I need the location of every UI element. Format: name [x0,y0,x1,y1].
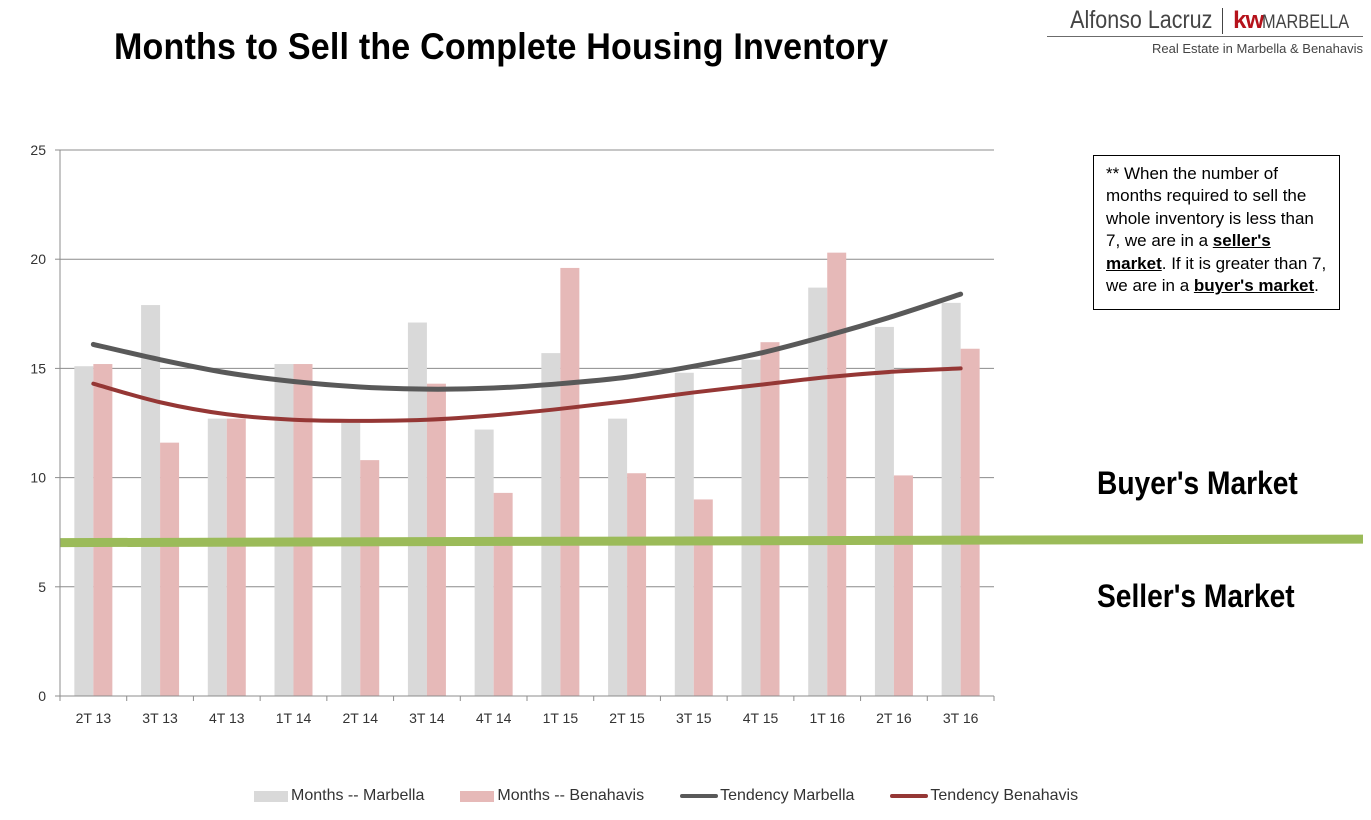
x-tick-label: 3T 14 [409,710,445,726]
bar-marbella [874,326,894,696]
brand-separator [1222,7,1224,34]
brand-line: Alfonso Lacruz kw MARBELLA [1046,6,1363,37]
brand-name: Alfonso Lacruz [1069,6,1213,34]
bar-benahavis [226,418,246,696]
bar-benahavis [693,499,713,696]
x-tick-label: 1T 15 [543,710,579,726]
trend-line-marbella [90,291,964,392]
x-tick-label: 3T 13 [142,710,178,726]
bar-benahavis [293,364,313,696]
chart-bars [74,252,980,696]
trend-line-benahavis [91,366,963,423]
bar-marbella [74,366,94,696]
bar-marbella [808,287,828,696]
legend-item-marbella: Months -- Marbella [254,787,424,805]
note-seller-market: seller's market [1106,231,1271,273]
bar-benahavis [493,492,513,696]
x-tick-label: 3T 15 [676,710,712,726]
legend-item-tendency-benahavis: Tendency Benahavis [890,787,1078,805]
sellers-market-label: Seller's Market [1097,578,1295,614]
bar-marbella [274,364,294,696]
bar-marbella [674,372,694,696]
bar-benahavis [960,348,980,696]
chart-trend-lines [90,291,964,423]
page-title: Months to Sell the Complete Housing Inve… [114,26,889,67]
bar-benahavis [360,460,380,696]
bar-marbella [608,418,628,696]
legend-swatch-tendency-benahavis [890,794,929,798]
legend-label-benahavis: Months -- Benahavis [497,787,645,804]
legend-label-tendency-marbella: Tendency Marbella [720,787,855,804]
bar-benahavis [893,475,913,696]
note-text-2: . If it is greater than 7, we are in a [1106,253,1327,296]
chart-axes: 0 5 10 15 20 25 2T 13 3T 13 4T 13 1T 14 2T 14 3T 14… [30,142,995,726]
x-tick-label: 3T 16 [943,710,979,726]
y-tick-label: 20 [30,251,46,267]
chart-threshold [59,534,1364,548]
bar-marbella [474,429,494,696]
x-tick-label: 2T 14 [342,710,378,726]
bar-benahavis [560,267,580,696]
bar-marbella [341,423,361,696]
brand-logo: Alfonso Lacruz kw MARBELLA Real Estate i… [1046,6,1363,56]
bar-marbella [541,353,561,696]
bar-marbella [207,418,227,696]
brand-tagline: Real Estate in Marbella & Benahavis [1151,41,1363,56]
brand-kw: kw [1233,6,1264,34]
chart-legend: Months -- Marbella Months -- Benahavis T… [254,787,1114,805]
bar-benahavis [627,473,647,696]
y-tick-label: 5 [38,579,46,595]
legend-swatch-marbella [254,790,288,802]
y-tick-label: 0 [38,688,46,704]
bar-benahavis [827,252,847,696]
x-tick-label: 4T 13 [209,710,245,726]
threshold-line [59,534,1364,548]
bar-benahavis [760,342,780,696]
bar-benahavis [93,364,113,696]
x-tick-label: 2T 16 [876,710,912,726]
legend-label-tendency-benahavis: Tendency Benahavis [930,787,1079,804]
x-tick-label: 2T 15 [609,710,645,726]
bar-marbella [941,302,961,696]
legend-swatch-tendency-marbella [680,794,719,798]
bar-marbella [407,322,427,696]
bar-benahavis [160,442,180,696]
legend-label-marbella: Months -- Marbella [291,787,425,804]
note-text-1: ** When the number of months required to… [1106,164,1314,251]
y-tick-label: 25 [30,142,46,158]
x-tick-label: 4T 15 [743,710,779,726]
x-tick-label: 1T 16 [809,710,845,726]
buyers-market-label: Buyer's Market [1097,465,1298,501]
y-tick-label: 10 [30,470,46,486]
legend-swatch-benahavis [460,790,495,802]
note-text-3: . [1314,276,1319,296]
bar-marbella [141,305,161,696]
brand-kw-logo: kw MARBELLA [1233,7,1363,35]
x-tick-label: 1T 14 [276,710,312,726]
x-tick-label: 2T 13 [76,710,112,726]
brand-city: MARBELLA [1261,11,1349,33]
note-buyer-market: buyer's market [1193,276,1315,296]
market-note: ** When the number of months required to… [1093,155,1340,311]
legend-item-benahavis: Months -- Benahavis [460,787,644,805]
bar-marbella [741,359,761,696]
y-tick-label: 15 [30,360,46,376]
legend-item-tendency-marbella: Tendency Marbella [680,787,854,805]
x-tick-label: 4T 14 [476,710,512,726]
